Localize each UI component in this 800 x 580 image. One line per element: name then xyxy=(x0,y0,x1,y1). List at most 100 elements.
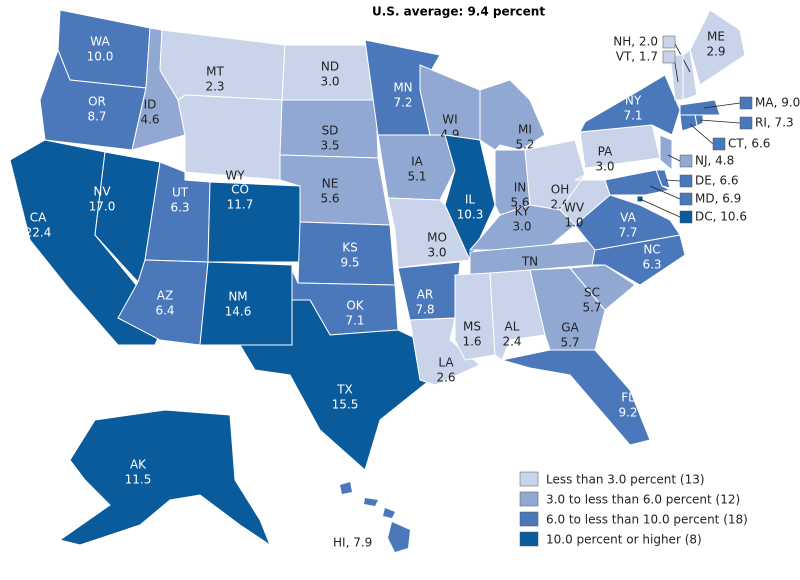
state-value: 14.6 xyxy=(225,305,252,319)
state-value: 2.9 xyxy=(706,45,725,59)
state-value: 7.1 xyxy=(345,314,364,328)
state-abbr: CA xyxy=(30,211,47,225)
state-abbr: NC xyxy=(643,243,660,257)
state-value: 7.8 xyxy=(415,303,434,317)
leader-line xyxy=(665,179,681,182)
state xyxy=(569,264,636,311)
state-value: 6.4 xyxy=(155,304,174,318)
state-abbr: ME xyxy=(707,30,725,44)
callout-swatch xyxy=(712,137,726,151)
state-abbr: MT xyxy=(206,65,224,79)
state-abbr: GA xyxy=(561,321,579,335)
callout-swatch xyxy=(739,96,753,110)
state-abbr: AR xyxy=(417,288,434,302)
state-abbr: OR xyxy=(88,95,106,109)
leader-line xyxy=(649,185,681,200)
callout-label: CT, 6.6 xyxy=(728,137,770,151)
callout-swatch xyxy=(679,174,693,188)
state xyxy=(501,349,651,446)
callout-label: RI, 7.3 xyxy=(755,116,794,130)
state-value: 8.7 xyxy=(87,110,106,124)
state-value: 3.5 xyxy=(320,139,339,153)
state-abbr: TN xyxy=(521,255,538,269)
state-value: 5.6 xyxy=(510,196,529,210)
state-value: 5.2 xyxy=(515,138,534,152)
state xyxy=(340,482,410,552)
state-value: 7.7 xyxy=(618,226,637,240)
callout-label: VT, 1.7 xyxy=(616,50,658,64)
state-value: 22.4 xyxy=(25,226,52,240)
state-abbr: SD xyxy=(322,124,339,138)
state xyxy=(679,114,698,132)
state-value: 5.6 xyxy=(320,192,339,206)
state-abbr: TX xyxy=(336,383,353,397)
state xyxy=(454,272,496,361)
state-abbr: OH xyxy=(551,183,569,197)
state-abbr: MO xyxy=(427,231,447,245)
state-value: 15.5 xyxy=(332,398,359,412)
state-abbr: PA xyxy=(598,145,613,159)
state-value: 2.6 xyxy=(436,371,455,385)
state-abbr: WY xyxy=(225,169,245,183)
callout-swatch xyxy=(662,50,676,64)
state-value: 6.3 xyxy=(170,201,189,215)
callout-swatch xyxy=(739,116,753,130)
state-abbr: NY xyxy=(625,94,642,108)
state xyxy=(679,99,721,116)
state-abbr: AK xyxy=(130,458,147,472)
leader-line xyxy=(699,119,741,124)
state xyxy=(207,181,301,263)
state-abbr: IN xyxy=(514,181,527,195)
state-abbr: MS xyxy=(463,320,481,334)
state-abbr: ID xyxy=(144,98,157,112)
state xyxy=(479,79,546,151)
state xyxy=(659,134,673,172)
state-abbr: VA xyxy=(620,211,636,225)
legend-swatch xyxy=(519,471,539,487)
legend-label: Less than 3.0 percent (13) xyxy=(546,473,705,487)
map-title: U.S. average: 9.4 percent xyxy=(372,5,545,19)
state-abbr: MN xyxy=(393,81,412,95)
state-value: 10.0 xyxy=(87,50,114,64)
state-abbr: NM xyxy=(228,290,247,304)
state-abbr: SC xyxy=(584,286,600,300)
state-value: 17.0 xyxy=(89,200,116,214)
state-abbr: AZ xyxy=(157,289,173,303)
state-abbr: WA xyxy=(90,35,110,49)
callout-label: NH, 2.0 xyxy=(613,35,658,49)
state-abbr: FL xyxy=(621,391,635,405)
state-abbr: WI xyxy=(442,113,457,127)
state-value: 6.3 xyxy=(642,258,661,272)
callout-label: NJ, 4.8 xyxy=(695,154,734,168)
state-value: 9.2 xyxy=(618,406,637,420)
state-abbr: OK xyxy=(346,299,364,313)
state-abbr: LA xyxy=(438,356,454,370)
state xyxy=(579,74,681,136)
state xyxy=(579,124,661,169)
state-value: 5.7 xyxy=(582,301,601,315)
legend-label: 6.0 to less than 10.0 percent (18) xyxy=(546,513,748,527)
state-abbr: CO xyxy=(231,183,249,197)
state-abbr: NE xyxy=(322,177,339,191)
state-value: 9.5 xyxy=(340,256,359,270)
state-abbr: MI xyxy=(518,123,532,137)
callout-swatch xyxy=(679,192,693,206)
state-value: 5.1 xyxy=(407,170,426,184)
legend-swatch xyxy=(519,531,539,547)
state-value: 1.0 xyxy=(564,216,583,230)
state-abbr: NV xyxy=(93,185,111,199)
callout-label: DC, 10.6 xyxy=(695,210,747,224)
legend-label: 10.0 percent or higher (8) xyxy=(546,533,702,547)
state-abbr: KS xyxy=(342,241,358,255)
state-value: 4.6 xyxy=(140,113,159,127)
state xyxy=(58,409,272,547)
callout-label: DE, 6.6 xyxy=(695,174,739,188)
state-abbr: IA xyxy=(411,155,424,169)
state-abbr: KY xyxy=(515,205,530,219)
state-value: 3.0 xyxy=(512,220,531,234)
state-abbr: ND xyxy=(321,60,339,74)
state-value: 11.7 xyxy=(227,198,254,212)
state-value: 7.1 xyxy=(623,109,642,123)
state-value: 10.3 xyxy=(457,208,484,222)
